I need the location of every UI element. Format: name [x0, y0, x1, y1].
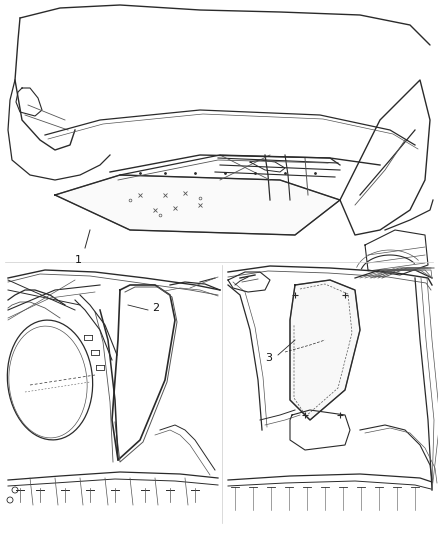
Polygon shape — [290, 280, 360, 420]
Polygon shape — [55, 175, 340, 235]
Text: 1: 1 — [74, 255, 81, 265]
Text: 3: 3 — [265, 353, 272, 363]
Text: 2: 2 — [152, 303, 159, 313]
